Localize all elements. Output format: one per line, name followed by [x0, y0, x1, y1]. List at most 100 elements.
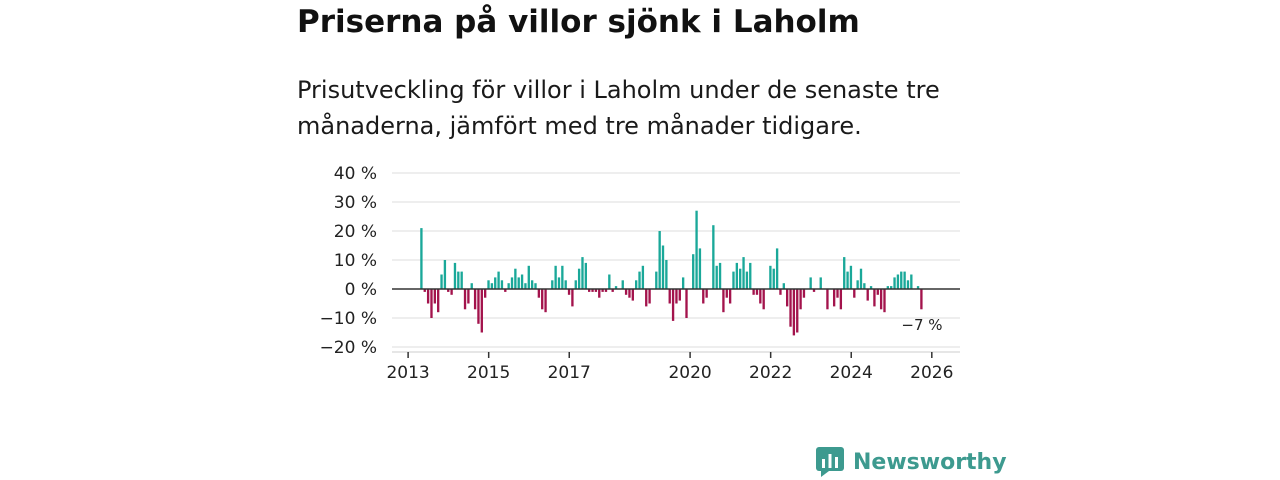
headline: Priserna på villor sjönk i Laholm [297, 4, 860, 40]
bar [681, 277, 685, 289]
bar [671, 289, 675, 321]
bar [433, 289, 436, 304]
bar [544, 289, 547, 313]
bar [567, 289, 571, 295]
bar [665, 260, 668, 289]
subtitle: Prisutveckling för villor i Laholm under… [297, 76, 940, 140]
bar [530, 280, 534, 289]
bar [443, 260, 447, 289]
newsworthy-logo-icon [816, 447, 844, 477]
bar [812, 289, 816, 292]
bar [718, 262, 722, 289]
bar [551, 280, 554, 289]
bar [574, 280, 577, 289]
bar [782, 283, 785, 289]
bar [819, 277, 822, 289]
bar [728, 289, 732, 304]
bar [920, 289, 923, 310]
bar [883, 289, 886, 313]
gridlines [392, 172, 960, 348]
bar [685, 289, 688, 318]
bar [450, 289, 453, 295]
bar [755, 289, 759, 295]
bar [601, 289, 604, 292]
bar [879, 289, 883, 310]
bar [742, 257, 745, 289]
bar [494, 277, 497, 289]
bar [705, 289, 708, 298]
x-tick-label: 2020 [668, 363, 711, 383]
bar [769, 265, 772, 289]
bar [584, 262, 587, 289]
bar [725, 289, 728, 298]
bar [735, 262, 739, 289]
bar [527, 265, 530, 289]
bar [520, 274, 524, 289]
y-axis-tick-labels: 40 % 30 % 20 % 10 % 0 % −10 % −20 % [320, 164, 377, 358]
bar [487, 280, 490, 289]
bar [655, 271, 658, 289]
bar [869, 286, 873, 289]
bar [621, 280, 624, 289]
bar [890, 286, 893, 289]
bar [863, 283, 866, 289]
bar [732, 271, 735, 289]
bar [608, 274, 611, 289]
bar [480, 289, 483, 333]
bar [534, 283, 537, 289]
x-axis: 2013 2015 2017 2020 2022 2024 2026 [386, 351, 960, 383]
bar [561, 265, 564, 289]
bar [645, 289, 648, 307]
y-tick-label: 10 % [334, 251, 377, 271]
bar [460, 271, 463, 289]
bar [604, 289, 608, 292]
bar [752, 289, 755, 295]
y-tick-label: 40 % [334, 164, 377, 184]
bar [447, 289, 450, 292]
bar [463, 289, 467, 310]
bar [453, 262, 457, 289]
bar [712, 225, 715, 289]
y-tick-label: −20 % [320, 338, 377, 358]
bar [809, 277, 812, 289]
bar [792, 289, 796, 336]
bar [692, 254, 695, 289]
bar [893, 277, 896, 289]
bar [641, 265, 645, 289]
bar [668, 289, 671, 304]
bar [873, 289, 876, 307]
bar [537, 289, 541, 298]
bar [802, 289, 806, 298]
bar [906, 280, 910, 289]
bar [440, 274, 443, 289]
bar [510, 277, 514, 289]
y-tick-label: 30 % [334, 193, 377, 213]
bar [739, 268, 742, 289]
bar [910, 274, 913, 289]
bar [762, 289, 765, 310]
bar [772, 268, 775, 289]
bar [678, 289, 681, 301]
bar [849, 265, 853, 289]
bar [635, 280, 638, 289]
bar [591, 289, 594, 292]
bar [796, 289, 799, 333]
x-tick-label: 2015 [467, 363, 510, 383]
bar [745, 271, 749, 289]
bar [866, 289, 869, 301]
bar [614, 286, 618, 289]
bar [577, 268, 581, 289]
bar [658, 231, 661, 289]
newsworthy-logo: Newsworthy [815, 446, 1007, 478]
bar [423, 289, 426, 292]
bar [628, 289, 631, 298]
bar [473, 289, 477, 310]
bar [497, 271, 500, 289]
bars [420, 210, 923, 336]
bar [876, 289, 879, 295]
bar [504, 289, 507, 292]
bar [826, 289, 829, 310]
bar [916, 286, 920, 289]
bar [430, 289, 433, 318]
